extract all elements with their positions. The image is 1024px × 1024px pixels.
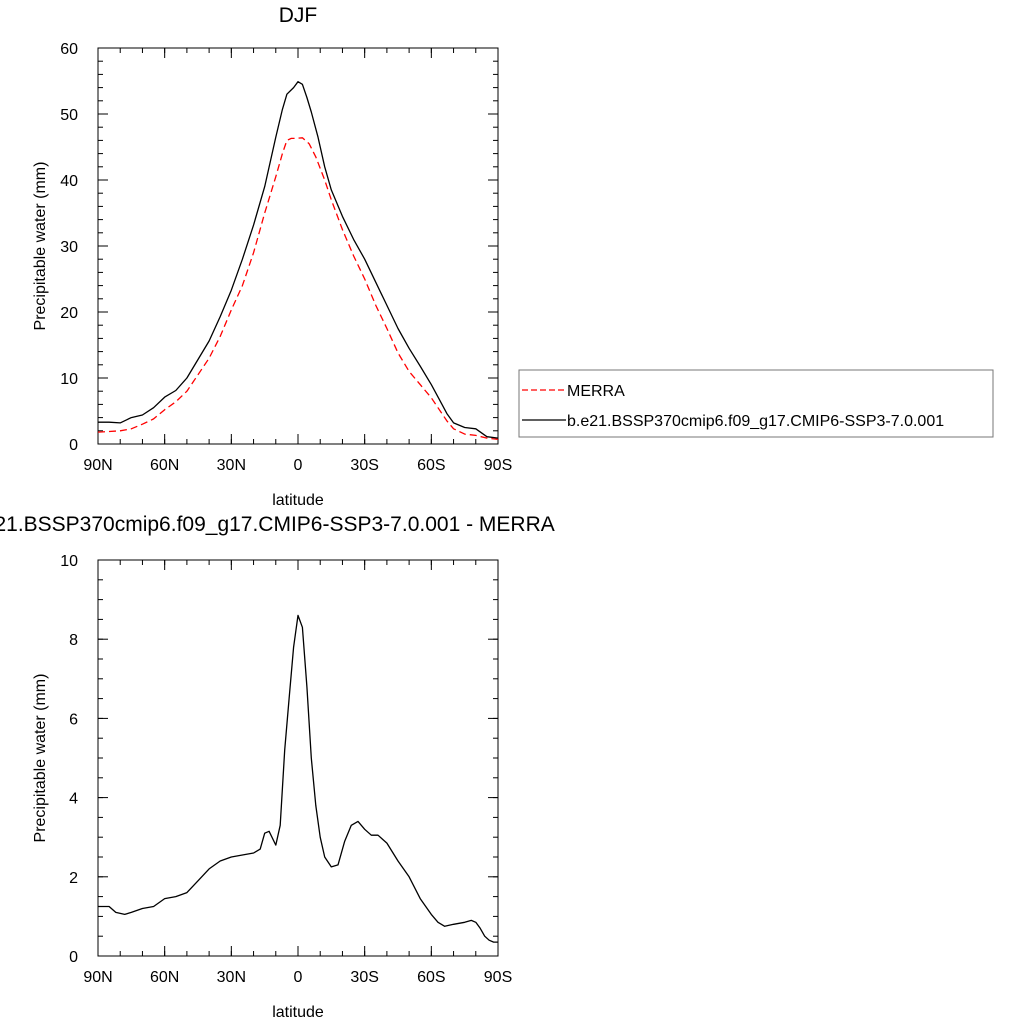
legend-label-model: b.e21.BSSP370cmip6.f09_g17.CMIP6-SSP3-7.… bbox=[567, 413, 944, 430]
y-tick-label: 10 bbox=[60, 553, 78, 570]
x-tick-label: 60N bbox=[150, 969, 179, 986]
series-layer bbox=[98, 614, 498, 943]
x-tick-label: 0 bbox=[294, 969, 303, 986]
y-tick-label: 50 bbox=[60, 107, 78, 124]
legend: MERRA b.e21.BSSP370cmip6.f09_g17.CMIP6-S… bbox=[518, 369, 994, 438]
x-tick-label: 30S bbox=[350, 969, 378, 986]
y-axis-label: Precipitable water (mm) bbox=[32, 162, 49, 331]
chart-title: DJF bbox=[279, 4, 318, 27]
y-tick-label: 40 bbox=[60, 173, 78, 190]
x-tick-label: 90N bbox=[83, 457, 112, 474]
legend-box bbox=[518, 369, 994, 438]
series-line-0 bbox=[98, 614, 498, 943]
y-tick-label: 2 bbox=[69, 870, 78, 887]
legend-label-merra: MERRA bbox=[567, 383, 625, 400]
series-line-0 bbox=[97, 137, 499, 441]
x-tick-label: 60S bbox=[417, 969, 445, 986]
y-tick-label: 30 bbox=[60, 239, 78, 256]
series-line-1 bbox=[98, 81, 499, 439]
x-tick-label: 90S bbox=[484, 457, 512, 474]
y-tick-label: 0 bbox=[69, 437, 78, 454]
y-tick-labels: 0 10 20 30 40 50 60 bbox=[60, 41, 78, 454]
x-tick-labels: 90N 60N 30N 0 30S 60S 90S bbox=[83, 457, 512, 474]
y-tick-label: 20 bbox=[60, 305, 78, 322]
x-axis-label: latitude bbox=[272, 1004, 324, 1021]
y-axis-label: Precipitable water (mm) bbox=[32, 674, 49, 843]
x-tick-label: 30N bbox=[217, 457, 246, 474]
x-tick-label: 90S bbox=[484, 969, 512, 986]
plot-frame bbox=[97, 47, 499, 445]
panel-djf: DJF 90N 60N 30N 0 30S 60S 90S 0 10 20 30 40 50 60 la… bbox=[32, 4, 512, 509]
series-layer bbox=[97, 81, 499, 441]
axis-ticks bbox=[97, 47, 499, 445]
x-tick-label: 0 bbox=[294, 457, 303, 474]
x-axis-label: latitude bbox=[272, 492, 324, 509]
y-tick-label: 8 bbox=[69, 632, 78, 649]
x-tick-label: 30S bbox=[350, 457, 378, 474]
panel-difference: b.e21.BSSP370cmip6.f09_g17.CMIP6-SSP3-7.… bbox=[0, 513, 555, 1021]
x-tick-label: 30N bbox=[217, 969, 246, 986]
axis-ticks bbox=[97, 559, 499, 957]
x-tick-label: 60S bbox=[417, 457, 445, 474]
chart-title: b.e21.BSSP370cmip6.f09_g17.CMIP6-SSP3-7.… bbox=[0, 513, 555, 536]
y-tick-label: 4 bbox=[69, 791, 78, 808]
y-tick-label: 6 bbox=[69, 711, 78, 728]
y-tick-label: 10 bbox=[60, 371, 78, 388]
x-tick-label: 60N bbox=[150, 457, 179, 474]
x-tick-label: 90N bbox=[83, 969, 112, 986]
y-tick-labels: 0 2 4 6 8 10 bbox=[60, 553, 78, 966]
x-tick-labels: 90N 60N 30N 0 30S 60S 90S bbox=[83, 969, 512, 986]
y-tick-label: 60 bbox=[60, 41, 78, 58]
y-tick-label: 0 bbox=[69, 949, 78, 966]
